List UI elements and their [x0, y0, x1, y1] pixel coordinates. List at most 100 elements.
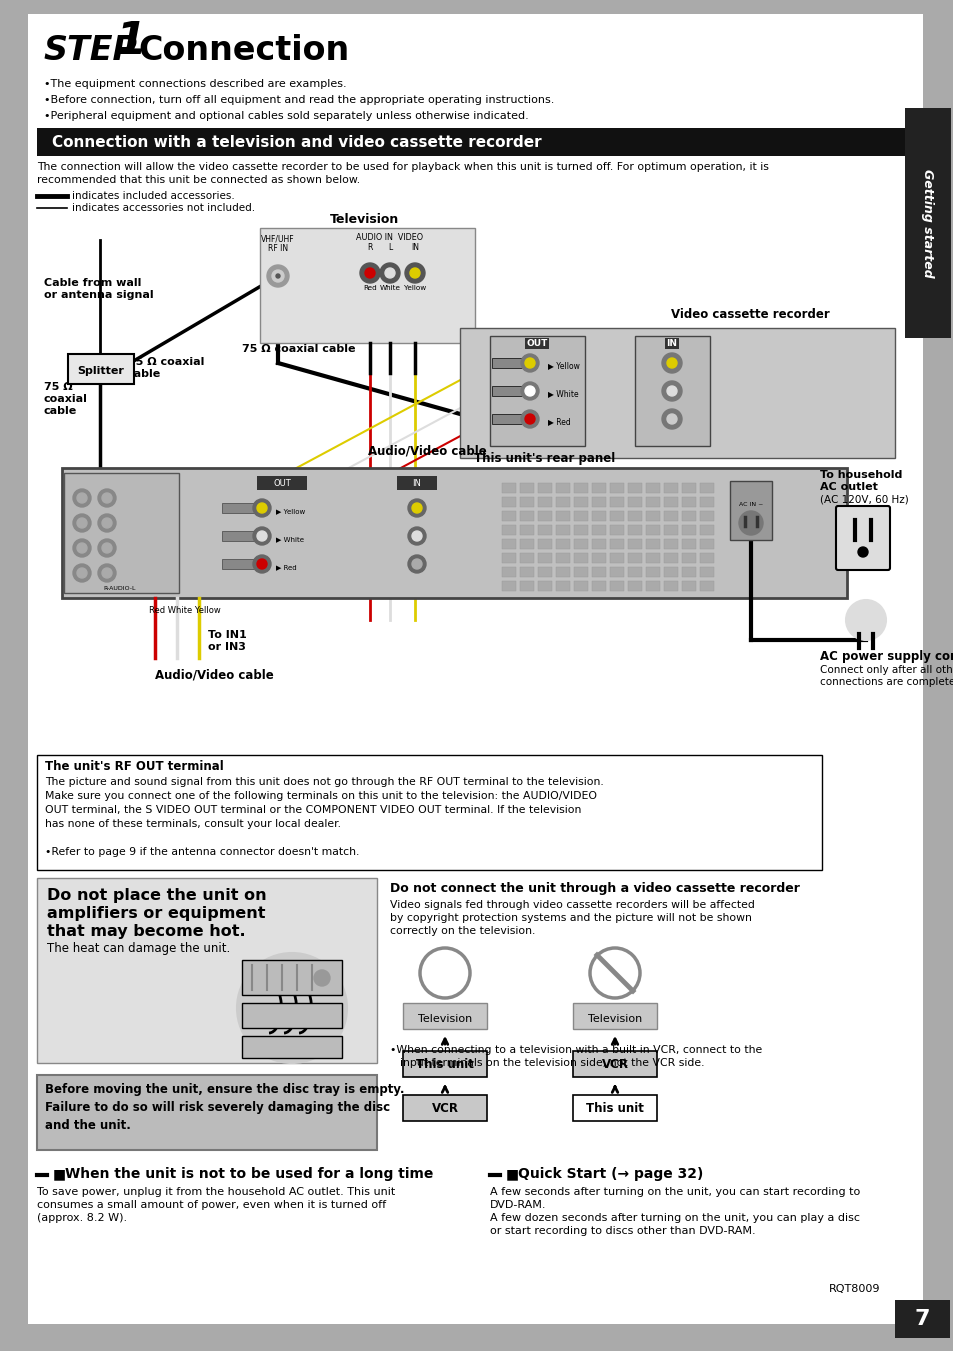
FancyBboxPatch shape — [556, 484, 569, 493]
FancyBboxPatch shape — [894, 1300, 949, 1337]
Text: AC IN ~: AC IN ~ — [738, 503, 762, 507]
FancyBboxPatch shape — [573, 1002, 657, 1029]
Text: White: White — [379, 285, 400, 290]
FancyBboxPatch shape — [68, 354, 133, 384]
FancyBboxPatch shape — [519, 581, 534, 590]
FancyBboxPatch shape — [222, 559, 256, 569]
FancyBboxPatch shape — [645, 581, 659, 590]
Text: has none of these terminals, consult your local dealer.: has none of these terminals, consult you… — [45, 819, 340, 830]
FancyBboxPatch shape — [260, 228, 475, 343]
FancyBboxPatch shape — [609, 581, 623, 590]
FancyBboxPatch shape — [492, 358, 521, 367]
Text: 75 Ω coaxial cable: 75 Ω coaxial cable — [242, 345, 355, 354]
Circle shape — [102, 517, 112, 528]
FancyBboxPatch shape — [700, 581, 713, 590]
FancyBboxPatch shape — [592, 581, 605, 590]
Circle shape — [385, 267, 395, 278]
Text: OUT: OUT — [273, 480, 291, 488]
FancyBboxPatch shape — [519, 567, 534, 577]
FancyBboxPatch shape — [492, 386, 521, 396]
FancyBboxPatch shape — [492, 413, 521, 424]
FancyBboxPatch shape — [592, 567, 605, 577]
FancyBboxPatch shape — [501, 581, 516, 590]
Circle shape — [410, 267, 419, 278]
Circle shape — [267, 265, 289, 286]
Text: Video cassette recorder: Video cassette recorder — [670, 308, 828, 322]
FancyBboxPatch shape — [627, 553, 641, 563]
FancyBboxPatch shape — [402, 1002, 486, 1029]
FancyBboxPatch shape — [729, 481, 771, 540]
Circle shape — [666, 413, 677, 424]
FancyBboxPatch shape — [402, 1096, 486, 1121]
FancyBboxPatch shape — [37, 755, 821, 870]
Circle shape — [661, 381, 681, 401]
FancyBboxPatch shape — [537, 567, 552, 577]
Text: The heat can damage the unit.: The heat can damage the unit. — [47, 942, 230, 955]
FancyBboxPatch shape — [537, 539, 552, 549]
Text: 75 Ω coaxial: 75 Ω coaxial — [128, 357, 204, 367]
FancyBboxPatch shape — [609, 484, 623, 493]
FancyBboxPatch shape — [537, 484, 552, 493]
Circle shape — [102, 567, 112, 578]
Text: Connection with a television and video cassette recorder: Connection with a television and video c… — [52, 135, 541, 150]
FancyBboxPatch shape — [592, 539, 605, 549]
Circle shape — [666, 358, 677, 367]
FancyBboxPatch shape — [835, 507, 889, 570]
FancyBboxPatch shape — [700, 553, 713, 563]
Text: Before moving the unit, ensure the disc tray is empty.: Before moving the unit, ensure the disc … — [45, 1084, 404, 1096]
Text: Failure to do so will risk severely damaging the disc: Failure to do so will risk severely dama… — [45, 1101, 390, 1115]
FancyBboxPatch shape — [627, 581, 641, 590]
Text: Cable from wall: Cable from wall — [44, 278, 141, 288]
Circle shape — [98, 489, 116, 507]
FancyBboxPatch shape — [627, 567, 641, 577]
FancyBboxPatch shape — [574, 497, 587, 507]
Text: RF IN: RF IN — [268, 245, 288, 253]
Text: AUDIO IN  VIDEO: AUDIO IN VIDEO — [356, 232, 423, 242]
FancyBboxPatch shape — [556, 553, 569, 563]
Text: •Peripheral equipment and optional cables sold separately unless otherwise indic: •Peripheral equipment and optional cable… — [44, 111, 528, 122]
Text: 1: 1 — [115, 20, 146, 63]
FancyBboxPatch shape — [681, 553, 696, 563]
FancyBboxPatch shape — [519, 526, 534, 535]
FancyBboxPatch shape — [609, 567, 623, 577]
Text: that may become hot.: that may become hot. — [47, 924, 245, 939]
FancyBboxPatch shape — [663, 539, 678, 549]
FancyBboxPatch shape — [645, 497, 659, 507]
FancyBboxPatch shape — [556, 511, 569, 521]
FancyBboxPatch shape — [609, 553, 623, 563]
Text: ▶ Yellow: ▶ Yellow — [547, 362, 579, 370]
FancyBboxPatch shape — [501, 567, 516, 577]
FancyBboxPatch shape — [663, 497, 678, 507]
Text: IN: IN — [412, 480, 421, 488]
Text: 7: 7 — [913, 1309, 929, 1329]
Text: connections are complete.: connections are complete. — [820, 677, 953, 688]
Circle shape — [661, 353, 681, 373]
FancyBboxPatch shape — [574, 526, 587, 535]
FancyBboxPatch shape — [37, 128, 904, 155]
FancyBboxPatch shape — [537, 553, 552, 563]
Text: To IN1: To IN1 — [208, 630, 247, 640]
Text: (approx. 8.2 W).: (approx. 8.2 W). — [37, 1213, 127, 1223]
Text: Make sure you connect one of the following terminals on this unit to the televis: Make sure you connect one of the followi… — [45, 790, 597, 801]
FancyBboxPatch shape — [396, 476, 436, 490]
Text: ■: ■ — [505, 1167, 518, 1181]
Text: correctly on the television.: correctly on the television. — [390, 925, 535, 936]
Text: or antenna signal: or antenna signal — [44, 290, 153, 300]
Text: Television: Television — [417, 1015, 472, 1024]
FancyBboxPatch shape — [609, 511, 623, 521]
Text: cable: cable — [44, 407, 77, 416]
FancyBboxPatch shape — [645, 567, 659, 577]
Circle shape — [275, 274, 280, 278]
FancyBboxPatch shape — [700, 497, 713, 507]
Text: or start recording to discs other than DVD-RAM.: or start recording to discs other than D… — [490, 1225, 755, 1236]
FancyBboxPatch shape — [681, 511, 696, 521]
FancyBboxPatch shape — [537, 497, 552, 507]
Circle shape — [520, 354, 538, 372]
Text: consumes a small amount of power, even when it is turned off: consumes a small amount of power, even w… — [37, 1200, 386, 1210]
Circle shape — [412, 503, 421, 513]
FancyBboxPatch shape — [645, 511, 659, 521]
Circle shape — [314, 970, 330, 986]
FancyBboxPatch shape — [519, 484, 534, 493]
FancyBboxPatch shape — [573, 1051, 657, 1077]
Text: OUT: OUT — [526, 339, 547, 349]
